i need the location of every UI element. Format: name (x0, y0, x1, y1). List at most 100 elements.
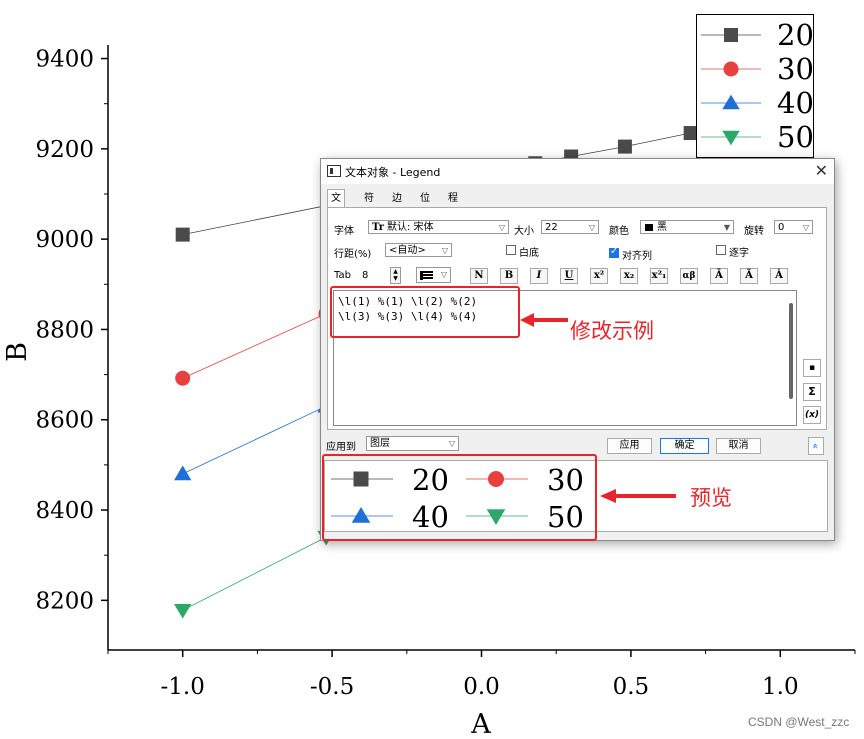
annotation-preview: 预览 (690, 486, 732, 510)
legend-marker-50 (722, 130, 740, 146)
x-tick-label: 1.0 (762, 674, 799, 700)
code-line: \l(1) %(1) \l(2) %(2) (338, 295, 478, 308)
tab-symbol[interactable]: 符号 (364, 193, 374, 221)
align-columns-checkbox[interactable] (609, 246, 619, 258)
x-tick-label: 0.5 (613, 674, 650, 700)
y-tick-label: 9200 (35, 137, 94, 163)
data-point-20 (683, 126, 698, 141)
data-point-40 (174, 465, 192, 481)
insert-variable-button[interactable]: (x) (803, 406, 821, 424)
x-tick-label: 0.0 (463, 674, 500, 700)
cancel-button[interactable]: 取消 (716, 438, 761, 454)
align-left-icon (420, 271, 433, 280)
preview-marker-40 (351, 507, 371, 523)
preview-legend: 20 30 40 50 (331, 463, 584, 534)
rotate-select-value: 0 (778, 222, 785, 233)
text-object-dialog[interactable]: 文本对象 - Legend ✕ 文本 符号 边框 位置 程序控制 字体 Tr 默… (320, 158, 835, 541)
overbar-button[interactable]: Ā (710, 268, 728, 284)
y-tick-label: 8600 (35, 408, 94, 434)
data-point-20 (175, 227, 190, 242)
char-by-char-checkbox[interactable] (716, 245, 726, 255)
dialog-title: 文本对象 - Legend (345, 166, 441, 179)
greek-button[interactable]: αβ (680, 268, 698, 284)
preview-label: 20 (412, 463, 449, 497)
data-point-50 (174, 603, 192, 619)
close-icon[interactable]: ✕ (814, 161, 828, 180)
arrow-to-code (520, 313, 568, 327)
tab-border[interactable]: 边框 (392, 193, 402, 221)
tilde-button[interactable]: Ã (740, 268, 758, 284)
dialog-titlebar[interactable]: 文本对象 - Legend ✕ (321, 159, 834, 184)
tab-text[interactable]: 文本 (327, 189, 345, 221)
tab-size-label: Tab (334, 270, 351, 281)
y-tick-label: 9000 (35, 227, 94, 253)
chevron-down-icon: ▽ (588, 223, 595, 232)
editor-scrollbar[interactable] (789, 303, 793, 399)
legend-marker-40 (722, 94, 740, 110)
preview-label: 40 (412, 500, 449, 533)
x-tick-label: -1.0 (161, 674, 205, 700)
legend-label: 20 (777, 18, 813, 52)
y-axis-label: B (2, 342, 33, 362)
tab-size-spinner[interactable]: ▲ ▼ (390, 267, 401, 284)
collapse-icon[interactable]: » (808, 437, 824, 455)
char-by-char-label: 逐字 (729, 248, 749, 259)
chevron-down-icon: ▽ (498, 223, 505, 232)
apply-to-label: 应用到 (326, 442, 356, 453)
bold-button[interactable]: B (500, 268, 518, 284)
underline-button[interactable]: U (560, 268, 578, 284)
legend-text-editor[interactable]: \l(1) %(1) \l(2) %(2) \l(3) %(3) \l(4) %… (333, 290, 797, 426)
ok-button[interactable]: 确定 (660, 438, 709, 454)
rotate-select[interactable]: 0 ▽ (774, 220, 813, 234)
color-label: 颜色 (609, 226, 629, 237)
chevron-down-icon: ▼ (723, 223, 730, 232)
preview-marker-20 (353, 471, 369, 487)
highlight-box-preview (322, 454, 597, 541)
linespacing-label: 行距(%) (334, 249, 372, 260)
preview-label: 50 (547, 500, 584, 533)
apply-to-value: 图层 (370, 438, 390, 449)
apply-to-select[interactable]: 图层 ▽ (366, 436, 459, 451)
size-select[interactable]: 22 ▽ (541, 220, 599, 234)
subscript-button[interactable]: x₂ (620, 268, 638, 284)
insert-symbol-button[interactable]: ▪ (803, 359, 821, 377)
tab-position[interactable]: 位置 (420, 193, 430, 221)
linespacing-select[interactable]: <自动> ▽ (385, 243, 452, 257)
legend-label: 50 (777, 120, 813, 154)
color-select-value: 黑 (657, 222, 667, 233)
normal-format-button[interactable]: N (470, 268, 488, 284)
annotation-modify-example: 修改示例 (570, 319, 654, 343)
font-select-value: 默认: 宋体 (387, 222, 434, 233)
chevron-down-icon: ▽ (448, 439, 455, 448)
preview-label: 30 (547, 463, 584, 497)
preview-marker-50 (486, 509, 506, 525)
supsub-button[interactable]: x²₁ (650, 268, 668, 284)
y-tick-label: 8200 (35, 588, 94, 614)
tab-size-value[interactable]: 8 (362, 270, 369, 281)
insert-sum-icon[interactable]: Σ (803, 383, 821, 401)
size-select-value: 22 (545, 222, 558, 233)
font-label: 字体 (334, 226, 354, 237)
dot-accent-button[interactable]: Ȧ (770, 268, 788, 284)
size-label: 大小 (514, 226, 534, 237)
white-bg-checkbox[interactable] (506, 245, 516, 255)
text-align-select[interactable]: ▽ (416, 267, 451, 283)
color-select[interactable]: 黑 ▼ (640, 220, 734, 234)
x-axis-label: A (470, 709, 491, 739)
superscript-button[interactable]: x² (590, 268, 608, 284)
legend-marker-30 (723, 61, 739, 77)
chevron-down-icon: ▽ (441, 246, 448, 255)
legend-label: 40 (777, 86, 813, 120)
apply-button[interactable]: 应用 (607, 438, 652, 454)
chart-legend[interactable]: 20 30 40 50 (696, 14, 814, 158)
legend-code-text[interactable]: \l(1) %(1) \l(2) %(2) \l(3) %(3) \l(4) %… (338, 294, 477, 324)
tab-programming[interactable]: 程序控制 (448, 193, 458, 255)
italic-button[interactable]: I (530, 268, 548, 284)
align-columns-label: 对齐列 (622, 251, 652, 262)
legend-label: 30 (777, 52, 813, 86)
watermark: CSDN @West_zzc (748, 715, 850, 729)
font-select[interactable]: Tr 默认: 宋体 ▽ (368, 220, 509, 234)
